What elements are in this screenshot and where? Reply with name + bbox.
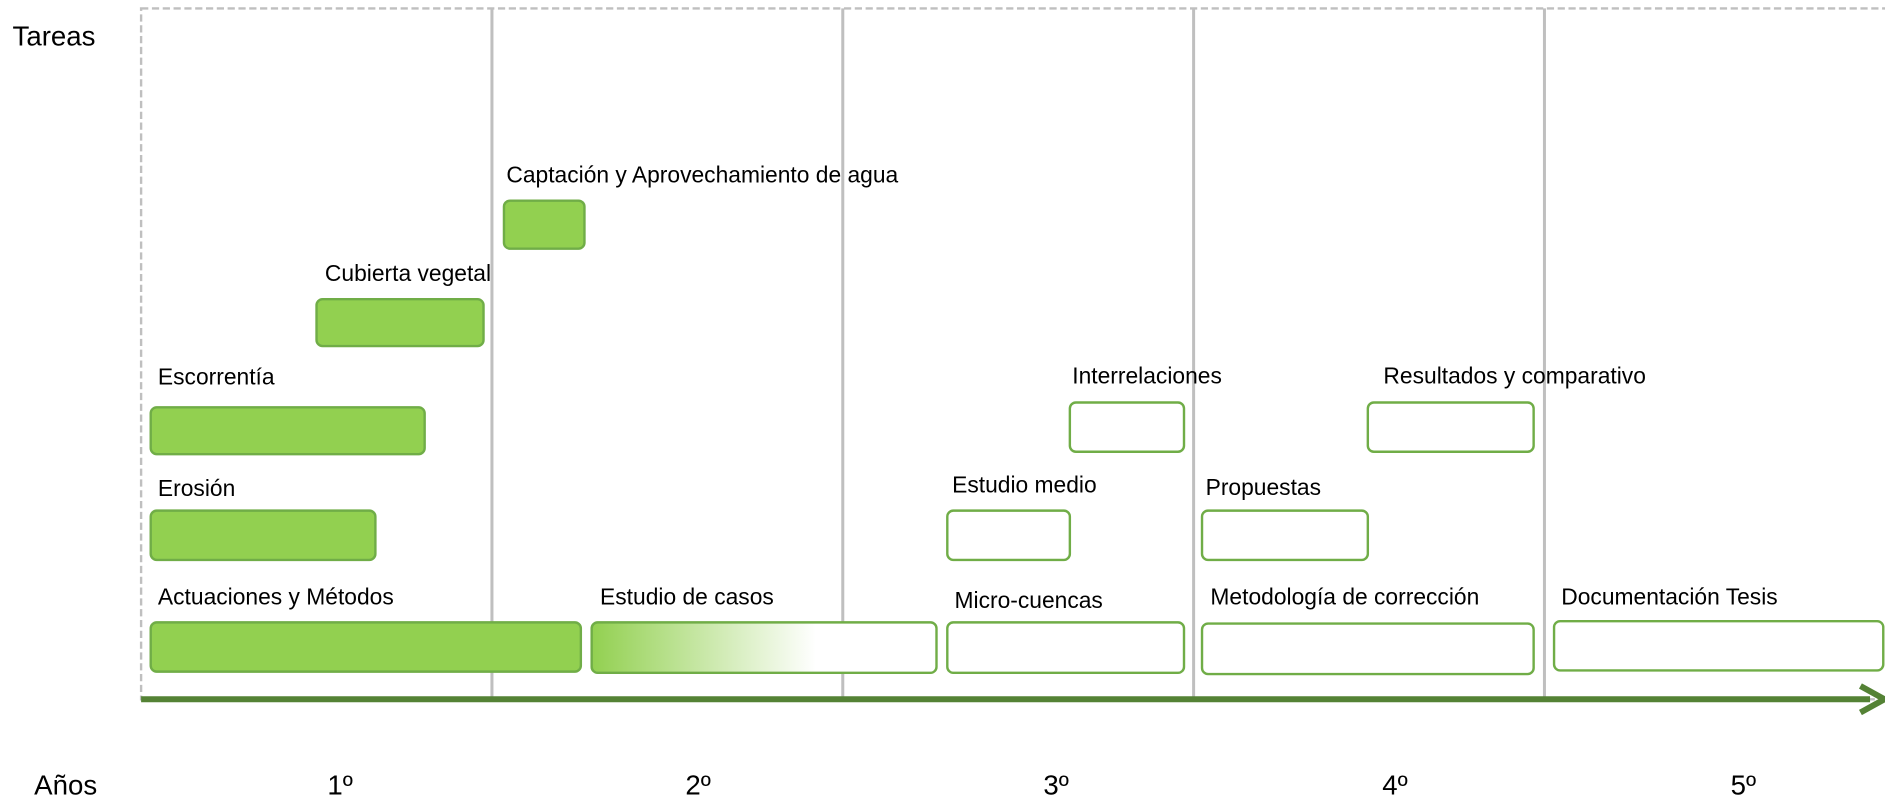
task-label: Interrelaciones (1072, 362, 1222, 388)
task-label: Metodología de corrección (1210, 583, 1479, 609)
year-dividers (490, 8, 1546, 700)
task-bar (1068, 401, 1186, 453)
task-bar (149, 509, 377, 562)
task-bar (1200, 622, 1535, 676)
year-label: 5º (1731, 769, 1756, 800)
year-label: 1º (327, 769, 352, 800)
task-bar (590, 621, 938, 675)
task-label: Resultados y comparativo (1383, 362, 1645, 388)
task-label: Estudio de casos (600, 583, 774, 609)
year-label: 4º (1382, 769, 1407, 800)
task-label: Propuestas (1206, 474, 1321, 500)
task-bar (315, 297, 485, 348)
task-label: Documentación Tesis (1561, 583, 1777, 609)
task-label: Captación y Aprovechamiento de agua (506, 162, 898, 188)
task-label: Cubierta vegetal (325, 260, 491, 286)
task-label: Escorrentía (158, 364, 275, 390)
task-label: Estudio medio (952, 472, 1097, 498)
task-label: Micro-cuencas (955, 587, 1103, 613)
task-bar (149, 406, 426, 456)
year-label: 2º (685, 769, 710, 800)
task-label: Actuaciones y Métodos (158, 583, 394, 609)
task-bar (1366, 401, 1535, 453)
task-bar (946, 509, 1072, 562)
row-label: Tareas (13, 21, 96, 52)
task-label: Erosión (158, 475, 235, 501)
task-bar (1552, 619, 1885, 672)
task-bar (946, 621, 1186, 675)
task-bar (149, 621, 583, 673)
task-bar (1200, 509, 1370, 562)
year-label: 3º (1043, 769, 1068, 800)
axis-arrow (1858, 683, 1885, 716)
axis-label: Años (34, 769, 97, 800)
task-bar (502, 199, 586, 250)
